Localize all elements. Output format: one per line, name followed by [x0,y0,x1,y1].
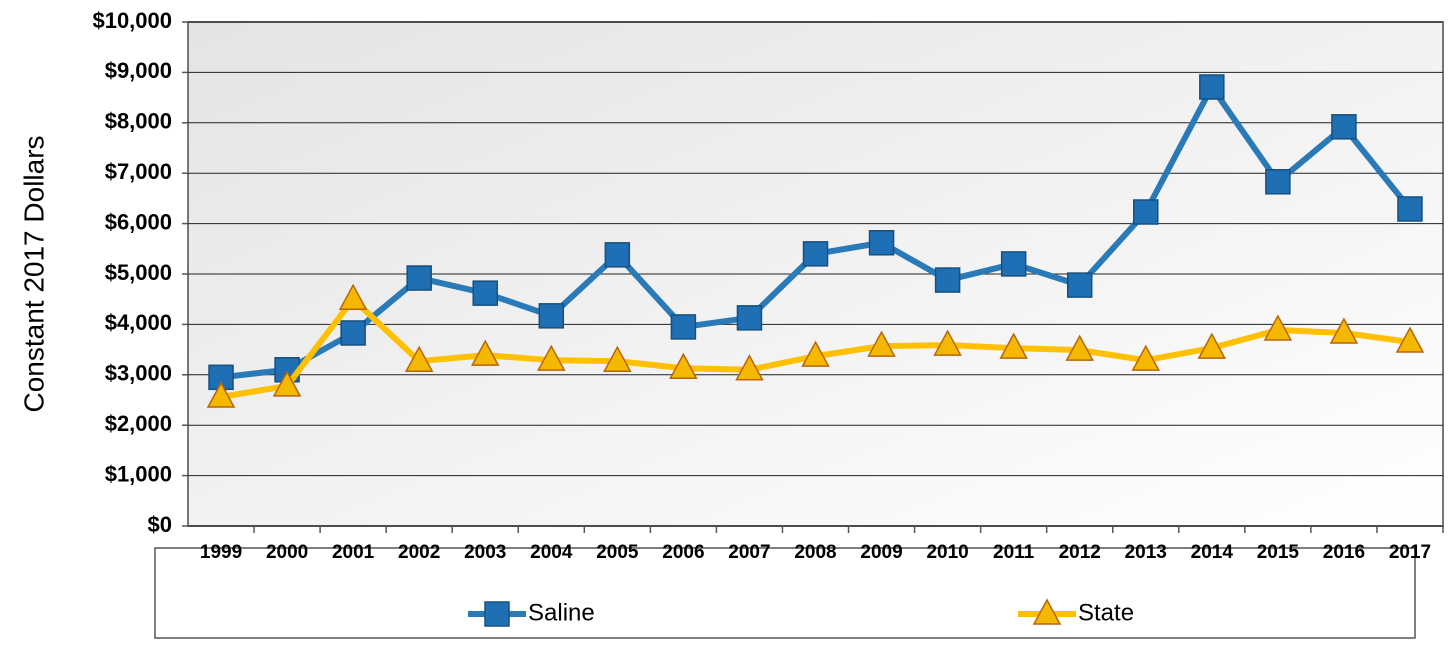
x-tick-label: 2016 [1323,542,1365,563]
x-tick-label: 2012 [1059,542,1101,563]
y-tick-label: $3,000 [105,361,172,386]
x-tick-label: 2014 [1191,542,1234,563]
series-marker [1329,317,1359,344]
y-tick-label: $4,000 [105,310,172,335]
y-tick-label: $9,000 [105,58,172,83]
series-marker [472,280,498,306]
series-marker [272,370,302,397]
y-tick-label: $7,000 [105,159,172,184]
series-marker [735,354,764,381]
series-marker [999,332,1028,359]
series-marker [404,345,434,372]
series-marker [1066,272,1093,298]
y-tick-label: $0 [148,512,172,537]
y-axis-label: Constant 2017 Dollars [18,135,49,412]
x-tick-label: 2001 [332,542,375,563]
series-marker [669,352,698,379]
series-marker [1199,74,1225,100]
series-marker [538,303,565,329]
series-marker [1065,334,1094,361]
x-tick-label: 2005 [596,542,639,563]
legend-marker [484,601,510,627]
y-tick-label: $1,000 [105,461,172,486]
y-tick-label: $8,000 [105,109,172,134]
y-tick-label: $6,000 [105,209,172,234]
x-tick-label: 2000 [266,542,308,563]
series-marker [1197,332,1227,359]
series-marker [736,305,763,331]
x-tick-label: 1999 [200,542,242,563]
x-tick-label: 2017 [1389,542,1431,563]
series-marker [1265,169,1291,195]
series-marker [1133,199,1159,225]
series-marker [1395,326,1425,353]
series-marker [933,329,962,356]
x-tick-label: 2002 [398,542,440,563]
x-tick-label: 2003 [464,542,506,563]
series-marker [867,330,896,357]
series-marker [604,242,631,268]
series-marker [206,381,236,408]
legend-marker [1032,598,1062,625]
legend-label: State [1078,599,1134,626]
series-marker [1131,344,1161,371]
y-tick-label: $2,000 [105,411,172,436]
x-tick-label: 2015 [1257,542,1300,563]
x-tick-label: 2011 [993,542,1035,563]
series-marker [1263,314,1293,341]
x-tick-label: 2006 [662,542,704,563]
x-tick-label: 2008 [794,542,836,563]
series-marker [801,340,830,367]
series-marker [470,339,500,366]
x-tick-label: 2004 [530,542,573,563]
y-tick-label: $10,000 [92,8,172,33]
series-marker [340,320,366,346]
series-marker [802,241,829,267]
series-marker [868,230,895,256]
series-marker [1331,114,1357,140]
series-marker [934,267,961,293]
series-marker [1397,196,1423,222]
x-tick-label: 2010 [926,542,968,563]
series-marker [670,314,697,340]
series-marker [537,344,566,371]
x-tick-label: 2013 [1125,542,1167,563]
y-tick-label: $5,000 [105,260,172,285]
legend-label: Saline [528,599,595,626]
series-marker [1000,251,1027,277]
series-marker [406,265,432,291]
legend [154,547,1416,639]
series-marker [603,345,632,372]
x-tick-label: 2009 [860,542,902,563]
series-marker [338,283,368,310]
x-tick-label: 2007 [728,542,770,563]
